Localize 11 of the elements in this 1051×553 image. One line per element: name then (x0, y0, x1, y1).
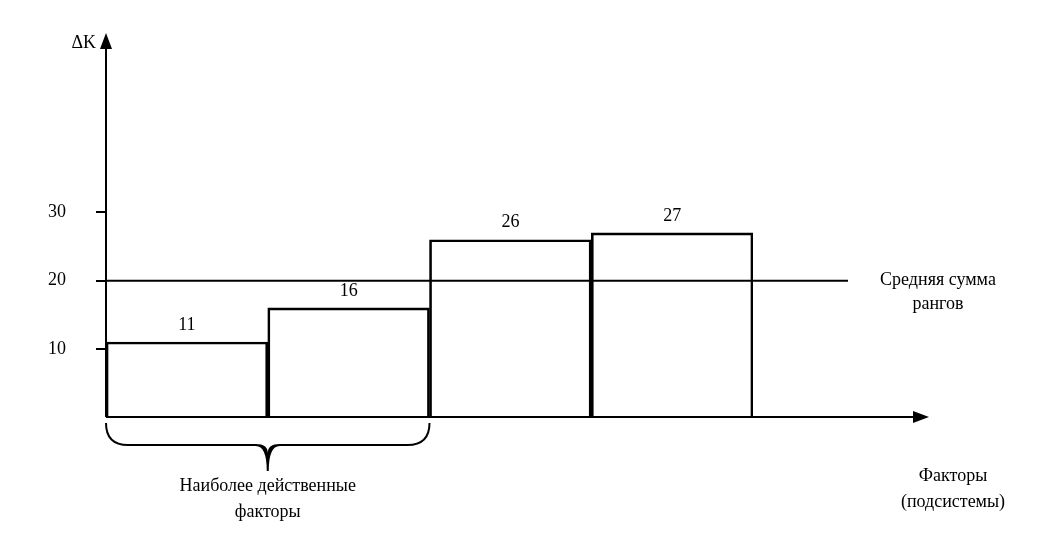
y-tick-label: 20 (48, 269, 66, 290)
text: Наиболее действенные факторы (179, 474, 356, 521)
ref-line-label: Средняя сумма рангов (880, 269, 996, 314)
y-axis-title: ΔK (71, 31, 96, 52)
x-axis-title: Факторы (подсистемы) (900, 464, 1006, 512)
data-label: 11 (178, 313, 196, 334)
data-label: 16 (339, 279, 358, 300)
data-label: 27 (663, 204, 682, 225)
y-tick-label: 30 (48, 201, 66, 222)
data-label: 26 (501, 211, 520, 232)
y-tick-label: 10 (48, 337, 66, 358)
